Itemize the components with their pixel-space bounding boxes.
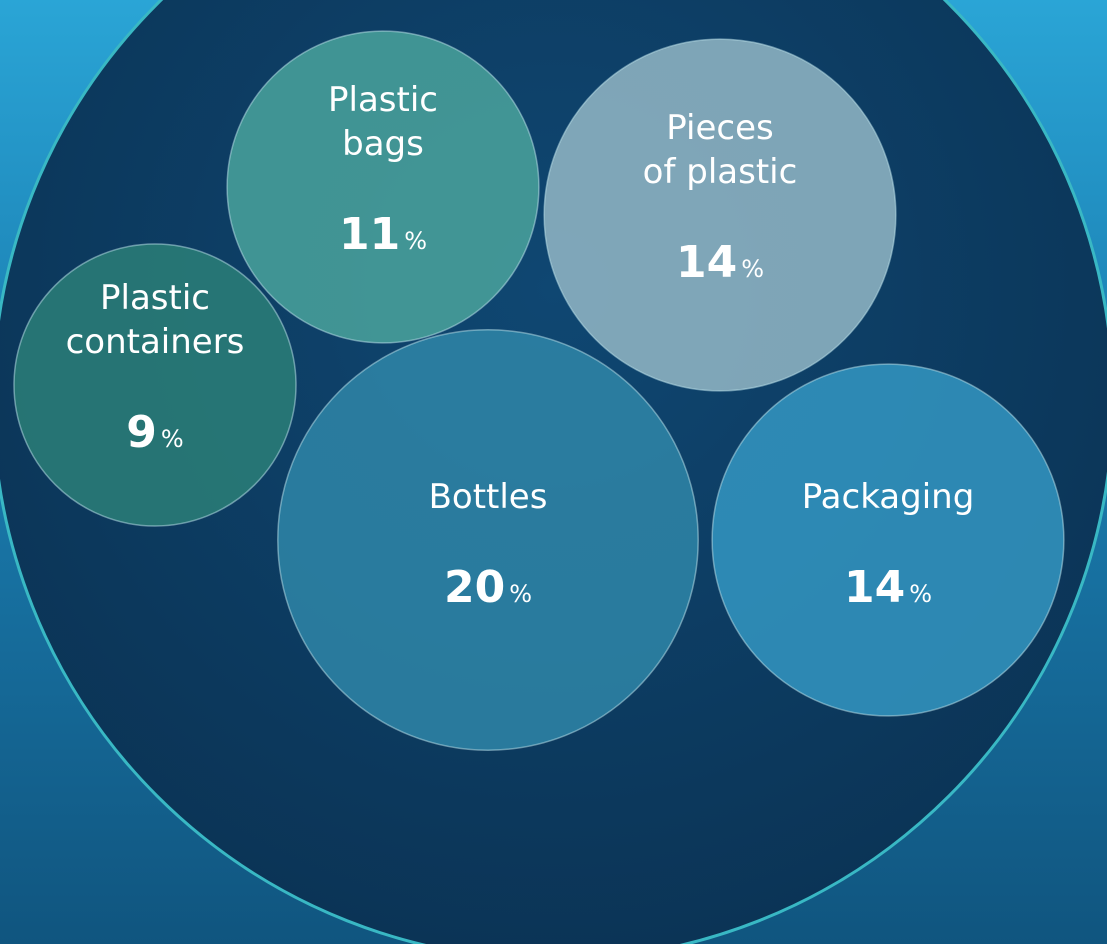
bubble <box>13 243 297 527</box>
value-unit: % <box>404 227 427 255</box>
bubble-value: 14% <box>676 237 764 288</box>
bubble-label: Plastic <box>328 80 438 120</box>
bubble-label: Packaging <box>802 477 975 517</box>
bubble-label: Pieces <box>666 108 773 148</box>
bubble-label: of plastic <box>643 152 798 192</box>
bubble-value: 14% <box>844 562 932 613</box>
value-unit: % <box>741 255 764 283</box>
value-number: 9 <box>126 407 157 458</box>
value-number: 14 <box>676 237 737 288</box>
bubble-value: 20% <box>444 562 532 613</box>
value-number: 20 <box>444 562 505 613</box>
bubble-value: 9% <box>126 407 183 458</box>
bubble <box>226 30 540 344</box>
bubble-label: Plastic <box>100 278 210 318</box>
value-unit: % <box>909 580 932 608</box>
bubble-label: containers <box>66 322 245 362</box>
bubble <box>277 329 699 751</box>
value-unit: % <box>509 580 532 608</box>
value-number: 11 <box>339 209 400 260</box>
bubble-value: 11% <box>339 209 427 260</box>
bubble <box>543 38 897 392</box>
value-number: 14 <box>844 562 905 613</box>
bubble-label: Bottles <box>429 477 548 517</box>
bubble <box>711 363 1065 717</box>
bubble-label: bags <box>342 124 424 164</box>
value-unit: % <box>161 425 184 453</box>
